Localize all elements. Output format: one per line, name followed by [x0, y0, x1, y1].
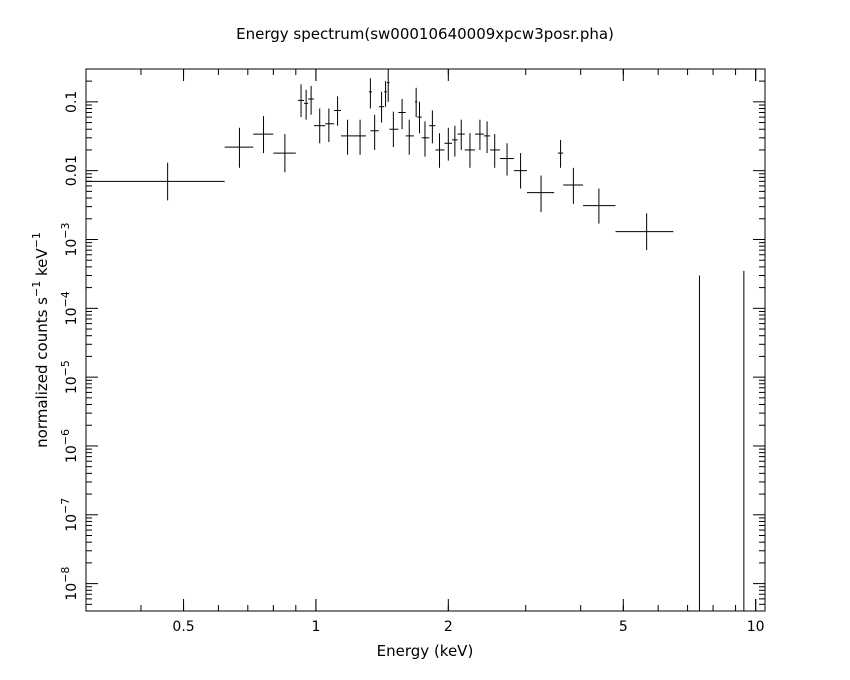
y-tick-label-base: 10 [64, 376, 80, 394]
data-point [273, 134, 296, 173]
x-tick-label: 2 [444, 619, 453, 635]
y-tick-label: 10−8 [59, 567, 80, 601]
y-tick-label-exp: −3 [59, 222, 72, 238]
data-point [421, 121, 430, 157]
chart-title: Energy spectrum(sw00010640009xpcw3posr.p… [236, 25, 614, 43]
y-tick-label: 0.1 [64, 91, 80, 113]
data-point [557, 139, 564, 168]
y-tick-label: 10−4 [59, 291, 80, 325]
data-point [490, 134, 500, 168]
data-points [86, 69, 745, 611]
x-tick-label: 0.5 [172, 619, 194, 635]
data-point [325, 108, 335, 143]
x-axis-ticks [85, 69, 757, 611]
y-tick-label-exp: −8 [59, 567, 72, 583]
data-point [86, 162, 225, 201]
x-tick-label: 1 [311, 619, 320, 635]
data-point [378, 91, 385, 123]
y-tick-label-base: 10 [64, 308, 80, 326]
data-point [615, 213, 674, 251]
y-tick-label-exp: −6 [59, 429, 72, 445]
data-point [499, 143, 514, 176]
y-axis-label-main: normalized counts s [33, 297, 51, 448]
data-point [297, 84, 305, 118]
y-tick-label-base: 10 [64, 583, 80, 601]
data-point [452, 125, 458, 157]
data-point [340, 119, 354, 155]
data-point [304, 89, 309, 120]
data-point [224, 127, 254, 168]
data-point [314, 108, 326, 144]
data-point [353, 119, 367, 155]
data-point [308, 85, 315, 115]
y-tick-label-base: 10 [64, 514, 80, 532]
y-tick-label-base: 10 [64, 239, 80, 257]
data-point [253, 116, 274, 154]
data-point [417, 101, 422, 134]
y-axis-label-exp2: −1 [30, 232, 43, 248]
y-tick-label: 10−6 [59, 429, 80, 463]
data-point [583, 188, 616, 224]
y-tick-label-base: 0.1 [64, 91, 80, 113]
y-tick-label-exp: −4 [59, 291, 72, 307]
y-tick-label: 10−3 [59, 222, 80, 256]
data-point [389, 111, 399, 148]
x-tick-label: 10 [747, 619, 765, 635]
y-tick-label-exp: −7 [59, 498, 72, 514]
data-point [513, 153, 528, 189]
data-point [429, 110, 436, 144]
x-axis-label: Energy (keV) [377, 642, 474, 660]
data-point [444, 127, 453, 161]
plot-frame [85, 68, 766, 612]
y-axis-label-unit: keV [33, 248, 51, 281]
data-point [370, 114, 379, 150]
data-point [368, 78, 372, 109]
y-tick-label: 0.01 [64, 155, 80, 186]
y-tick-label: 10−7 [59, 498, 80, 532]
x-axis-tick-labels: 0.5 1 2 5 10 [172, 619, 764, 635]
data-point [384, 81, 387, 107]
y-tick-label: 10−5 [59, 360, 80, 394]
data-point [405, 119, 414, 155]
data-point [475, 119, 484, 150]
y-tick-label-base: 10 [64, 445, 80, 463]
data-point [435, 133, 445, 168]
y-tick-label-base: 0.01 [64, 155, 80, 186]
data-point [415, 87, 418, 118]
y-tick-label-exp: −5 [59, 360, 72, 376]
y-axis-ticks [86, 80, 765, 612]
y-axis-label: normalized counts s−1 keV−1 [30, 232, 51, 448]
data-point [334, 96, 341, 126]
y-axis-label-exp1: −1 [30, 281, 43, 297]
data-point [527, 175, 555, 213]
data-point [563, 167, 584, 204]
data-point [398, 98, 406, 130]
data-point [457, 119, 465, 150]
data-point [483, 121, 491, 154]
data-point [464, 133, 476, 168]
x-tick-label: 5 [619, 619, 628, 635]
data-point [386, 69, 390, 102]
